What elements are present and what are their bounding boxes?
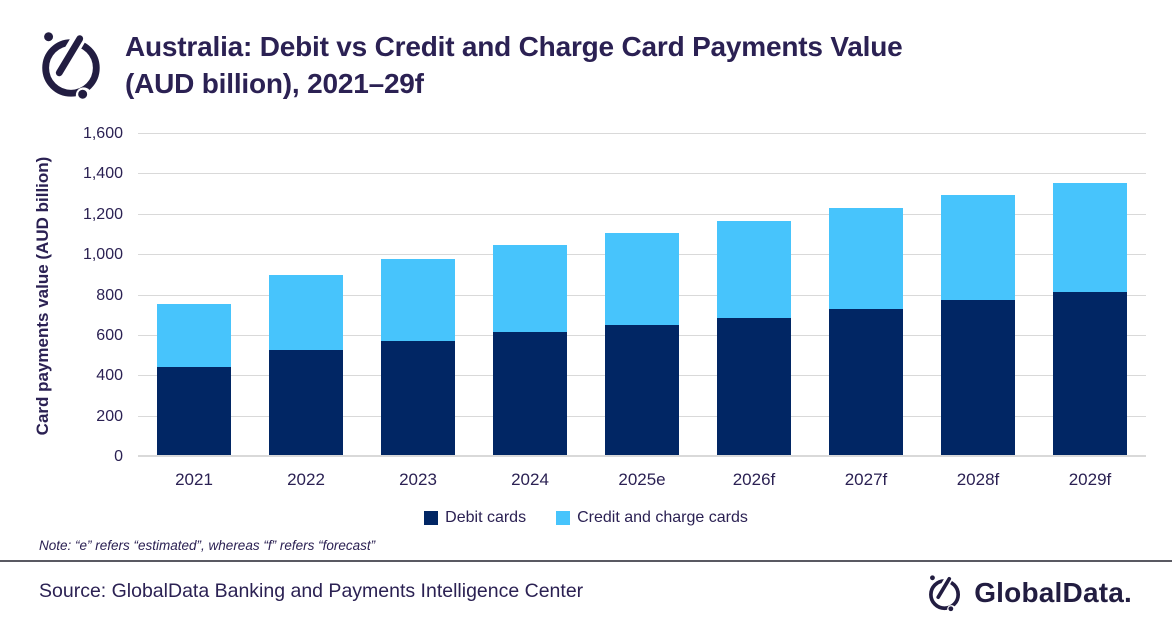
y-tick-label: 1,200 xyxy=(82,205,123,223)
bar-group-2028f xyxy=(922,134,1034,457)
credit-segment-2026f xyxy=(717,220,791,318)
credit-segment-2023 xyxy=(381,259,455,341)
debit-segment-2021 xyxy=(157,367,231,457)
debit-segment-2025e xyxy=(605,324,679,457)
gridline xyxy=(138,173,1146,175)
separator-line xyxy=(0,560,1172,562)
gridline xyxy=(138,133,1146,134)
legend-item-debit: Debit cards xyxy=(424,509,526,527)
debit-segment-2023 xyxy=(381,340,455,457)
debit-segment-2024 xyxy=(493,331,567,457)
x-tick-label-2029f: 2029f xyxy=(1068,470,1112,489)
brand-name: GlobalData. xyxy=(974,577,1132,608)
gridline xyxy=(138,213,1146,215)
page-title-line2: (AUD billion), 2021–29f xyxy=(125,68,424,99)
y-tick-label: 400 xyxy=(96,367,123,385)
x-tick-label-2024: 2024 xyxy=(511,470,549,489)
x-tick-label-2025e: 2025e xyxy=(618,470,666,489)
x-axis-line xyxy=(138,455,1146,457)
debit-segment-2028f xyxy=(941,299,1015,457)
y-tick-label: 1,000 xyxy=(82,246,123,264)
x-tick-label-2021: 2021 xyxy=(175,470,213,489)
bar-group-2027f xyxy=(810,134,922,457)
y-tick-label: 200 xyxy=(96,407,123,425)
credit-swatch xyxy=(556,511,571,525)
y-tick-label: 1,400 xyxy=(82,165,123,183)
bar-group-2025e xyxy=(586,134,698,457)
y-tick-label: 1,600 xyxy=(82,125,123,142)
bar-group-2022 xyxy=(250,134,362,457)
x-tick-label-2028f: 2028f xyxy=(956,470,1000,489)
credit-segment-2029f xyxy=(1053,183,1127,293)
credit-segment-2027f xyxy=(829,207,903,309)
debit-segment-2022 xyxy=(269,350,343,457)
credit-segment-2024 xyxy=(493,245,567,332)
debit-segment-2027f xyxy=(829,308,903,457)
bar-group-2023 xyxy=(362,134,474,457)
bar-group-2024 xyxy=(474,134,586,457)
legend: Debit cards Credit and charge cards xyxy=(0,509,1172,527)
y-tick-label: 0 xyxy=(114,448,123,465)
legend-label-credit: Credit and charge cards xyxy=(577,509,748,526)
credit-segment-2022 xyxy=(269,275,343,351)
bar-group-2026f xyxy=(698,134,810,457)
debit-segment-2029f xyxy=(1053,292,1127,457)
globaldata-logo-icon xyxy=(929,573,961,614)
x-tick-label-2027f: 2027f xyxy=(844,470,888,489)
y-tick-label: 800 xyxy=(96,286,123,304)
y-tick-label: 600 xyxy=(96,326,123,344)
debit-swatch xyxy=(424,511,439,525)
credit-segment-2025e xyxy=(605,232,679,325)
source-text: Source: GlobalData Banking and Payments … xyxy=(39,580,584,602)
credit-segment-2021 xyxy=(157,303,231,368)
page-title: Australia: Debit vs Credit and Charge Ca… xyxy=(125,28,1055,102)
plot-area xyxy=(138,133,1146,457)
globaldata-logo-icon xyxy=(42,28,100,103)
x-tick-label-2026f: 2026f xyxy=(732,470,776,489)
x-tick-label-2023: 2023 xyxy=(399,470,437,489)
footer-brand: GlobalData. xyxy=(924,572,1132,614)
bar-group-2029f xyxy=(1034,134,1146,457)
bar-group-2021 xyxy=(138,134,250,457)
page-title-line1: Australia: Debit vs Credit and Charge Ca… xyxy=(125,31,903,62)
debit-segment-2026f xyxy=(717,317,791,457)
legend-item-credit: Credit and charge cards xyxy=(556,509,748,527)
legend-label-debit: Debit cards xyxy=(445,509,527,526)
credit-segment-2028f xyxy=(941,194,1015,300)
footnote: Note: “e” refers “estimated”, whereas “f… xyxy=(39,538,376,553)
x-tick-label-2022: 2022 xyxy=(287,470,325,489)
